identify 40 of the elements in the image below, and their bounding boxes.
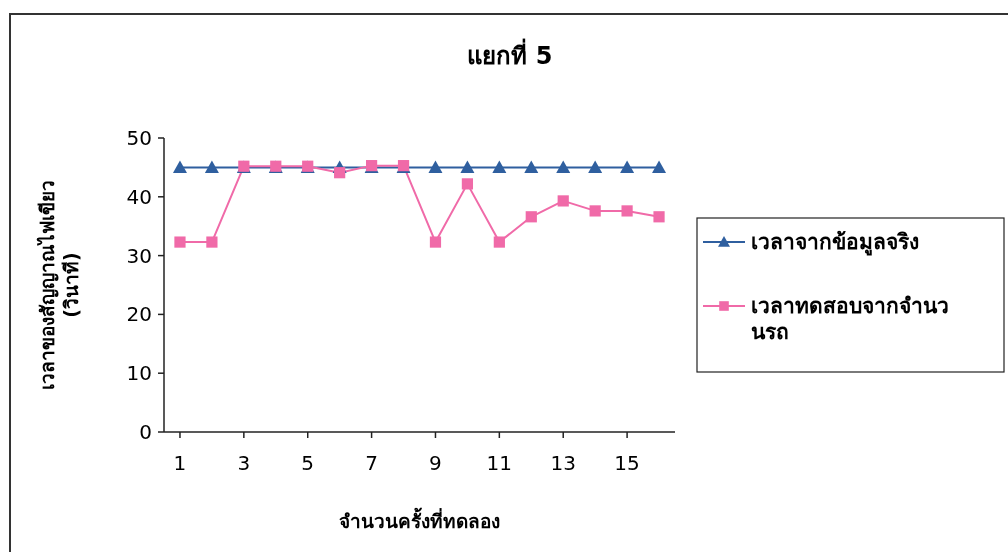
point bbox=[620, 160, 635, 173]
point bbox=[172, 160, 187, 173]
point bbox=[621, 205, 633, 217]
point bbox=[461, 178, 474, 190]
x-axis-title: จำนวนครั้งที่ทดลอง bbox=[339, 507, 500, 532]
x-tick-label: 9 bbox=[429, 451, 442, 475]
x-tick-label: 7 bbox=[365, 451, 378, 475]
point bbox=[204, 160, 219, 173]
x-tick-label: 1 bbox=[173, 451, 187, 475]
point bbox=[653, 211, 665, 223]
y-tick-label: 20 bbox=[126, 302, 152, 327]
x-tick-label: 5 bbox=[301, 451, 315, 475]
chart-title: แยกที่ 5 bbox=[467, 38, 553, 70]
x-tick-label: 15 bbox=[614, 451, 640, 475]
point bbox=[174, 236, 186, 248]
y-tick-label: 0 bbox=[139, 420, 152, 444]
y-tick-label: 40 bbox=[126, 184, 152, 209]
legend-label: เวลาจากข้อมูลจริง bbox=[751, 230, 919, 256]
point bbox=[334, 167, 346, 179]
point bbox=[206, 236, 218, 248]
point bbox=[493, 236, 505, 248]
point bbox=[524, 160, 539, 173]
point bbox=[460, 160, 475, 173]
point bbox=[428, 160, 443, 173]
point bbox=[589, 205, 601, 217]
point bbox=[429, 236, 442, 248]
point bbox=[588, 160, 603, 173]
point bbox=[652, 160, 667, 173]
y-tick-label: 10 bbox=[126, 361, 152, 386]
y-tick-label: 50 bbox=[126, 126, 152, 150]
x-tick-label: 11 bbox=[486, 451, 513, 475]
x-tick-label: 13 bbox=[550, 451, 576, 475]
point bbox=[525, 211, 537, 223]
y-axis-title: เวลาของสัญญาณไฟเขียว (วินาที) bbox=[36, 180, 82, 390]
point bbox=[492, 160, 507, 173]
point bbox=[557, 195, 569, 207]
x-tick-label: 3 bbox=[237, 451, 251, 475]
y-tick-label: 30 bbox=[126, 243, 152, 268]
legend-label: เวลาทดสอบจากจำนวนรถ bbox=[751, 294, 949, 344]
point bbox=[556, 160, 571, 173]
